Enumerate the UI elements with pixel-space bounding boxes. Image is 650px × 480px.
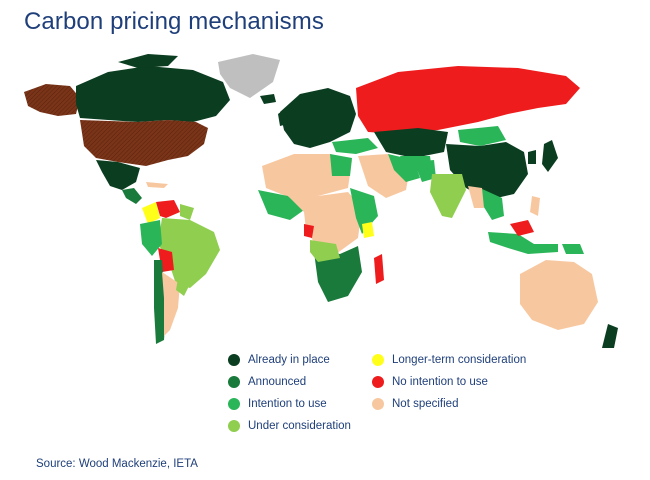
legend-item-already-in-place: Already in place [228, 354, 330, 366]
region-brazil [158, 218, 220, 288]
legend-label: Announced [248, 376, 307, 388]
legend-item-not-specified: Not specified [372, 398, 458, 410]
region-japan [542, 140, 558, 172]
region-borneo [510, 220, 534, 236]
region-guianas [180, 204, 194, 220]
region-central-africa [288, 192, 362, 254]
legend-label: Already in place [248, 354, 330, 366]
legend: Already in place Announced Intention to … [228, 354, 558, 444]
source-note: Source: Wood Mackenzie, IETA [36, 458, 198, 470]
region-caribbean [146, 182, 168, 188]
region-russia [356, 66, 580, 134]
legend-label: Under consideration [248, 420, 351, 432]
legend-label: Not specified [392, 398, 459, 410]
legend-swatch [372, 354, 384, 366]
region-greenland [218, 54, 280, 98]
map-title: Carbon pricing mechanisms [24, 8, 324, 35]
region-australia [520, 260, 598, 330]
legend-item-longer-term: Longer-term consideration [372, 354, 526, 366]
region-indonesia [488, 232, 558, 254]
region-uruguay [176, 278, 190, 296]
legend-swatch [372, 398, 384, 410]
region-usa [80, 120, 208, 166]
region-madagascar [374, 254, 384, 284]
region-gabon [304, 224, 314, 238]
region-central-america [122, 188, 142, 204]
legend-label: Longer-term consideration [392, 354, 527, 366]
legend-swatch [228, 420, 240, 432]
region-india [430, 174, 466, 218]
region-mexico [96, 160, 140, 190]
legend-label: Intention to use [248, 398, 327, 410]
legend-item-intention-to-use: Intention to use [228, 398, 327, 410]
legend-swatch [228, 398, 240, 410]
region-pakistan [414, 160, 436, 182]
legend-item-under-consideration: Under consideration [228, 420, 351, 432]
region-alaska [24, 84, 80, 116]
region-png [562, 244, 584, 254]
region-arctic-islands [118, 54, 178, 68]
region-myanmar [468, 186, 484, 208]
region-philippines [530, 196, 540, 216]
region-colombia [142, 202, 160, 224]
legend-swatch [228, 354, 240, 366]
region-venezuela [156, 200, 180, 218]
region-uk [278, 108, 288, 126]
region-north-africa [262, 154, 352, 196]
region-china [446, 142, 528, 200]
region-angola [310, 240, 340, 262]
region-kazakhstan [374, 128, 448, 158]
region-turkey [332, 138, 378, 154]
region-se-asia [480, 188, 504, 220]
world-map [24, 54, 618, 348]
region-korea [528, 150, 536, 164]
region-iran [388, 154, 420, 182]
region-mongolia [458, 126, 506, 146]
region-canada [76, 66, 230, 122]
region-west-africa [258, 190, 304, 220]
legend-label: No intention to use [392, 376, 488, 388]
legend-swatch [372, 376, 384, 388]
region-argentina [162, 272, 180, 336]
region-peru [140, 220, 162, 256]
region-egypt [330, 154, 352, 176]
legend-item-no-intention: No intention to use [372, 376, 488, 388]
region-iceland [260, 94, 276, 104]
legend-swatch [228, 376, 240, 388]
region-kenya [362, 222, 374, 238]
legend-item-announced: Announced [228, 376, 306, 388]
region-europe [280, 88, 356, 148]
region-new-zealand [602, 324, 618, 348]
